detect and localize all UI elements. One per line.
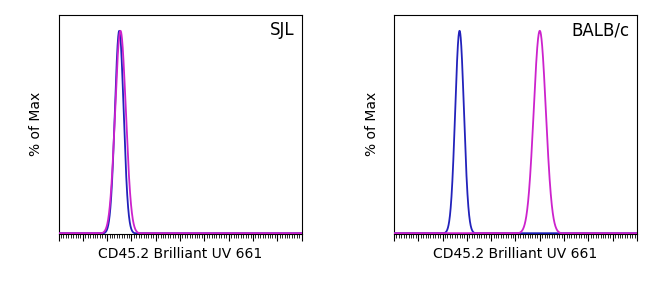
Text: BALB/c: BALB/c bbox=[571, 21, 630, 39]
Y-axis label: % of Max: % of Max bbox=[365, 92, 379, 156]
X-axis label: CD45.2 Brilliant UV 661: CD45.2 Brilliant UV 661 bbox=[98, 248, 262, 262]
X-axis label: CD45.2 Brilliant UV 661: CD45.2 Brilliant UV 661 bbox=[434, 248, 597, 262]
Text: SJL: SJL bbox=[270, 21, 294, 39]
Y-axis label: % of Max: % of Max bbox=[29, 92, 43, 156]
